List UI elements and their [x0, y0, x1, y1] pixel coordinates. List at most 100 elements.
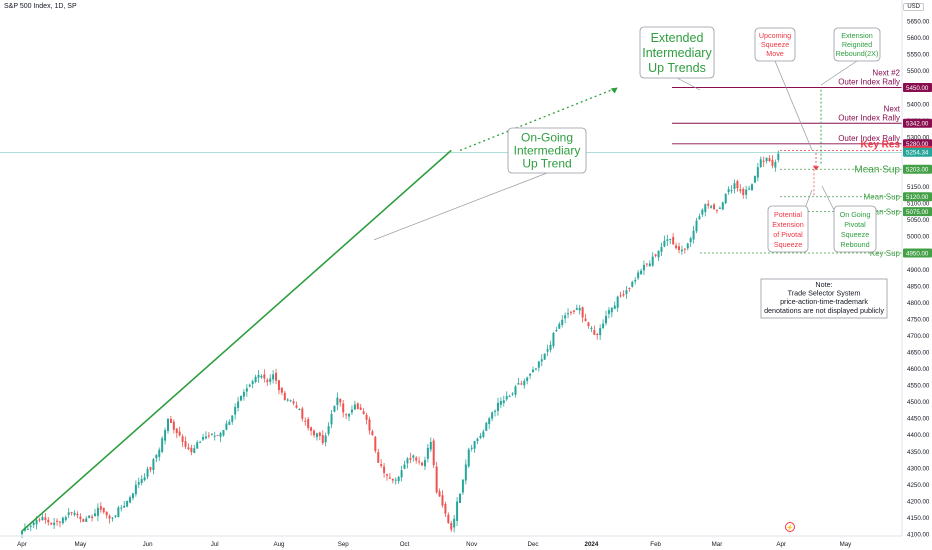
level-price-tag-label: 5203.00	[906, 167, 929, 174]
candle-body	[207, 435, 210, 437]
candle-body	[634, 279, 637, 282]
candle-body	[88, 515, 91, 518]
ongoing-trend-callout-pointer	[374, 172, 548, 241]
candle-body	[663, 240, 666, 247]
candle-body	[152, 459, 155, 471]
candle-body	[421, 462, 424, 466]
candle-body	[508, 395, 511, 397]
candle-body	[388, 477, 391, 479]
candle-body	[228, 421, 231, 425]
candle-body	[756, 167, 759, 178]
candle-body	[199, 441, 202, 443]
candle-body	[35, 519, 38, 525]
candle-body	[202, 437, 205, 440]
candle-body	[242, 391, 245, 397]
candle-body	[193, 448, 196, 453]
candle-body	[602, 323, 605, 328]
candle-body	[739, 189, 742, 192]
price-tick-label: 5500.00	[907, 68, 930, 75]
time-tick-label: Apr	[776, 541, 786, 548]
candle-body	[625, 290, 628, 295]
level-price-tag	[903, 207, 932, 217]
note-text: denotations are not displayed publicly	[764, 306, 884, 315]
candle-body	[187, 447, 190, 450]
candle-body	[108, 515, 111, 519]
candle-body	[470, 447, 473, 449]
candle-body	[718, 207, 721, 209]
candle-body	[32, 522, 35, 525]
candle-body	[605, 316, 607, 324]
price-tick-label: 5100.00	[907, 201, 930, 208]
currency-badge[interactable]: USD	[903, 3, 924, 11]
candle-body	[140, 478, 143, 483]
price-tick-label: 4200.00	[907, 498, 930, 505]
candle-body	[768, 158, 771, 162]
candle-body	[237, 401, 240, 408]
candle-body	[263, 374, 266, 379]
candle-body	[91, 516, 94, 519]
candle-body	[502, 400, 505, 404]
event-flag-icon	[785, 522, 795, 532]
price-axis: 4100.00 4150.00 4200.00 4250.00 4300.00 4350.…	[901, 0, 932, 550]
price-tick-label: 4100.00	[907, 532, 930, 539]
candle-body	[114, 515, 117, 517]
candle-body	[438, 491, 441, 497]
candle-body	[707, 203, 710, 206]
candle-body	[301, 408, 304, 419]
note-box	[760, 278, 888, 319]
ongoing-trend-callout-text: Up Trend	[522, 156, 571, 170]
candle-body	[432, 440, 435, 466]
level-price-tag	[903, 83, 932, 93]
level-label: Mean Sup	[864, 193, 901, 202]
extended-trend-arrowhead	[610, 87, 618, 94]
candle-body	[196, 442, 199, 449]
candle-body	[47, 519, 50, 523]
candle-body	[251, 381, 254, 384]
candle-body	[368, 419, 371, 431]
price-tick-label: 5050.00	[907, 217, 930, 224]
candle-body	[683, 248, 686, 250]
pivotal-rebound-callout-text: Squeeze	[841, 230, 869, 239]
candle-body	[318, 432, 321, 436]
candle-body	[161, 438, 164, 452]
candle-body	[324, 435, 327, 443]
squeeze-move-callout-pointer	[774, 60, 813, 151]
candle-body	[146, 468, 149, 477]
last-price-tag-label: 5254.34	[906, 150, 929, 157]
candle-body	[374, 436, 377, 451]
candle-body	[619, 295, 622, 297]
candle-body	[441, 495, 444, 506]
candle-body	[336, 397, 339, 406]
candle-body	[751, 184, 753, 191]
time-tick-label: May	[840, 541, 853, 548]
price-tick-label: 5150.00	[907, 184, 930, 191]
price-tick-label: 4650.00	[907, 350, 930, 357]
candle-body	[710, 206, 713, 208]
price-tick-label: 4750.00	[907, 316, 930, 323]
candle-body	[295, 405, 298, 408]
price-tick-label: 5650.00	[907, 19, 930, 26]
candle-body	[362, 411, 365, 415]
candle-body	[724, 193, 727, 204]
level-price-tag-label: 5280.00	[906, 141, 929, 148]
candle-body	[111, 517, 114, 519]
price-tick-label: 5300.00	[907, 134, 930, 141]
candle-body	[473, 441, 476, 449]
candle-body	[102, 507, 105, 513]
candle-body	[397, 476, 400, 482]
candle-body	[64, 517, 67, 520]
candle-body	[704, 204, 707, 212]
candle-body	[593, 330, 596, 335]
level-price-tag-label: 5120.00	[906, 194, 929, 201]
squeeze-move-callout-text: Upcoming	[759, 31, 791, 40]
candle-body	[400, 470, 403, 478]
candle-body	[429, 441, 432, 450]
candle-body	[21, 531, 23, 535]
candle-body	[599, 328, 602, 336]
level-price-tag-label: 4950.00	[906, 250, 929, 257]
candle-body	[257, 374, 260, 378]
candle-body	[701, 209, 704, 215]
level-label: Key Res	[861, 139, 901, 150]
price-tick-label: 4300.00	[907, 465, 930, 472]
